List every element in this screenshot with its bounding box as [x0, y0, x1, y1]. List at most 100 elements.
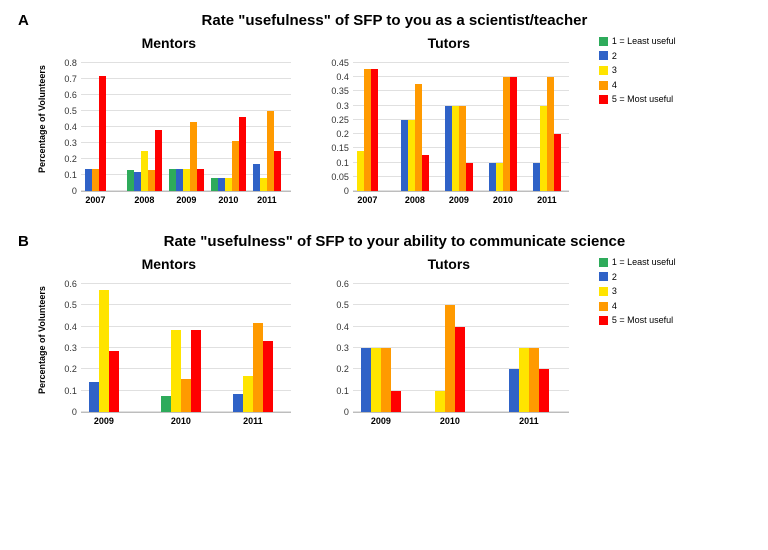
bar: [253, 164, 260, 191]
bar: [452, 106, 459, 191]
x-tick-label: 2010: [171, 412, 191, 426]
legend-item: 3: [599, 285, 676, 298]
y-tick-label: 0.2: [336, 129, 353, 139]
x-tick-label: 2011: [519, 412, 539, 426]
x-tick-label: 2010: [218, 191, 238, 205]
bar: [361, 348, 371, 412]
bar: [232, 141, 239, 191]
x-tick-label: 2007: [357, 191, 377, 205]
legend-item: 2: [599, 50, 676, 63]
bar: [161, 396, 171, 412]
y-tick-label: 0.15: [331, 143, 353, 153]
bar: [99, 290, 109, 412]
y-tick-label: 0.5: [64, 300, 81, 310]
bar: [176, 169, 183, 191]
legend-label: 3: [612, 285, 617, 298]
legend-label: 1 = Least useful: [612, 256, 676, 269]
y-tick-label: 0.6: [64, 90, 81, 100]
bar: [357, 151, 364, 191]
legend-item: 5 = Most useful: [599, 314, 676, 327]
legend-item: 2: [599, 271, 676, 284]
bar: [371, 348, 381, 412]
bar: [239, 117, 246, 191]
bar: [364, 69, 371, 191]
bar: [401, 120, 408, 191]
y-tick-label: 0.3: [64, 138, 81, 148]
bar: [381, 348, 391, 412]
bar: [99, 76, 106, 191]
bar: [422, 155, 429, 191]
y-tick-label: 0.1: [64, 386, 81, 396]
bar: [134, 172, 141, 191]
legend-label: 5 = Most useful: [612, 93, 673, 106]
bar: [554, 134, 561, 191]
legend-label: 2: [612, 50, 617, 63]
bar: [211, 178, 218, 191]
bar: [109, 351, 119, 412]
y-tick-label: 0.1: [64, 170, 81, 180]
bar: [274, 151, 281, 191]
y-tick-label: 0.4: [336, 322, 353, 332]
legend-label: 5 = Most useful: [612, 314, 673, 327]
bar: [155, 130, 162, 191]
bar: [190, 122, 197, 191]
y-tick-label: 0: [72, 407, 81, 417]
legend-swatch: [599, 287, 608, 296]
panel-a-title: Rate "usefulness" of SFP to you as a sci…: [39, 12, 750, 29]
x-tick-label: 2010: [440, 412, 460, 426]
chart-b-mentors-subtitle: Mentors: [142, 256, 196, 272]
bar: [466, 163, 473, 191]
legend-item: 3: [599, 64, 676, 77]
y-tick-label: 0.4: [64, 322, 81, 332]
y-tick-label: 0.4: [336, 72, 353, 82]
bar: [408, 120, 415, 191]
legend-swatch: [599, 95, 608, 104]
y-tick-label: 0.8: [64, 58, 81, 68]
bar: [510, 77, 517, 191]
bar: [445, 305, 455, 412]
legend-swatch: [599, 316, 608, 325]
bar: [171, 330, 181, 412]
y-tick-label: 0.3: [64, 343, 81, 353]
bar: [181, 379, 191, 412]
bar: [267, 111, 274, 191]
bar: [141, 151, 148, 191]
bar: [391, 391, 401, 412]
bar: [218, 178, 225, 191]
legend-label: 4: [612, 300, 617, 313]
y-tick-label: 0.25: [331, 115, 353, 125]
bar: [445, 106, 452, 191]
y-tick-label: 0.2: [64, 154, 81, 164]
bar: [85, 169, 92, 191]
y-tick-label: 0: [344, 186, 353, 196]
y-tick-label: 0.2: [64, 364, 81, 374]
legend-swatch: [599, 81, 608, 90]
bar: [263, 341, 273, 412]
y-tick-label: 0: [344, 407, 353, 417]
bar: [539, 369, 549, 412]
bar: [225, 178, 232, 191]
chart-b-mentors: Mentors 00.10.20.30.40.50.6200920102011P…: [39, 256, 299, 436]
legend-swatch: [599, 258, 608, 267]
bar: [260, 178, 267, 191]
legend-swatch: [599, 302, 608, 311]
y-tick-label: 0.3: [336, 101, 353, 111]
bar: [127, 170, 134, 191]
bar: [533, 163, 540, 191]
y-tick-label: 0.05: [331, 172, 353, 182]
bar: [371, 69, 378, 191]
y-tick-label: 0.1: [336, 386, 353, 396]
legend-label: 4: [612, 79, 617, 92]
legend-swatch: [599, 51, 608, 60]
bar: [547, 77, 554, 191]
bar: [148, 170, 155, 191]
y-tick-label: 0.7: [64, 74, 81, 84]
bar: [197, 169, 204, 191]
bar: [455, 327, 465, 412]
legend-swatch: [599, 37, 608, 46]
x-tick-label: 2010: [493, 191, 513, 205]
x-tick-label: 2008: [405, 191, 425, 205]
legend-item: 5 = Most useful: [599, 93, 676, 106]
y-tick-label: 0.35: [331, 86, 353, 96]
x-tick-label: 2011: [243, 412, 263, 426]
